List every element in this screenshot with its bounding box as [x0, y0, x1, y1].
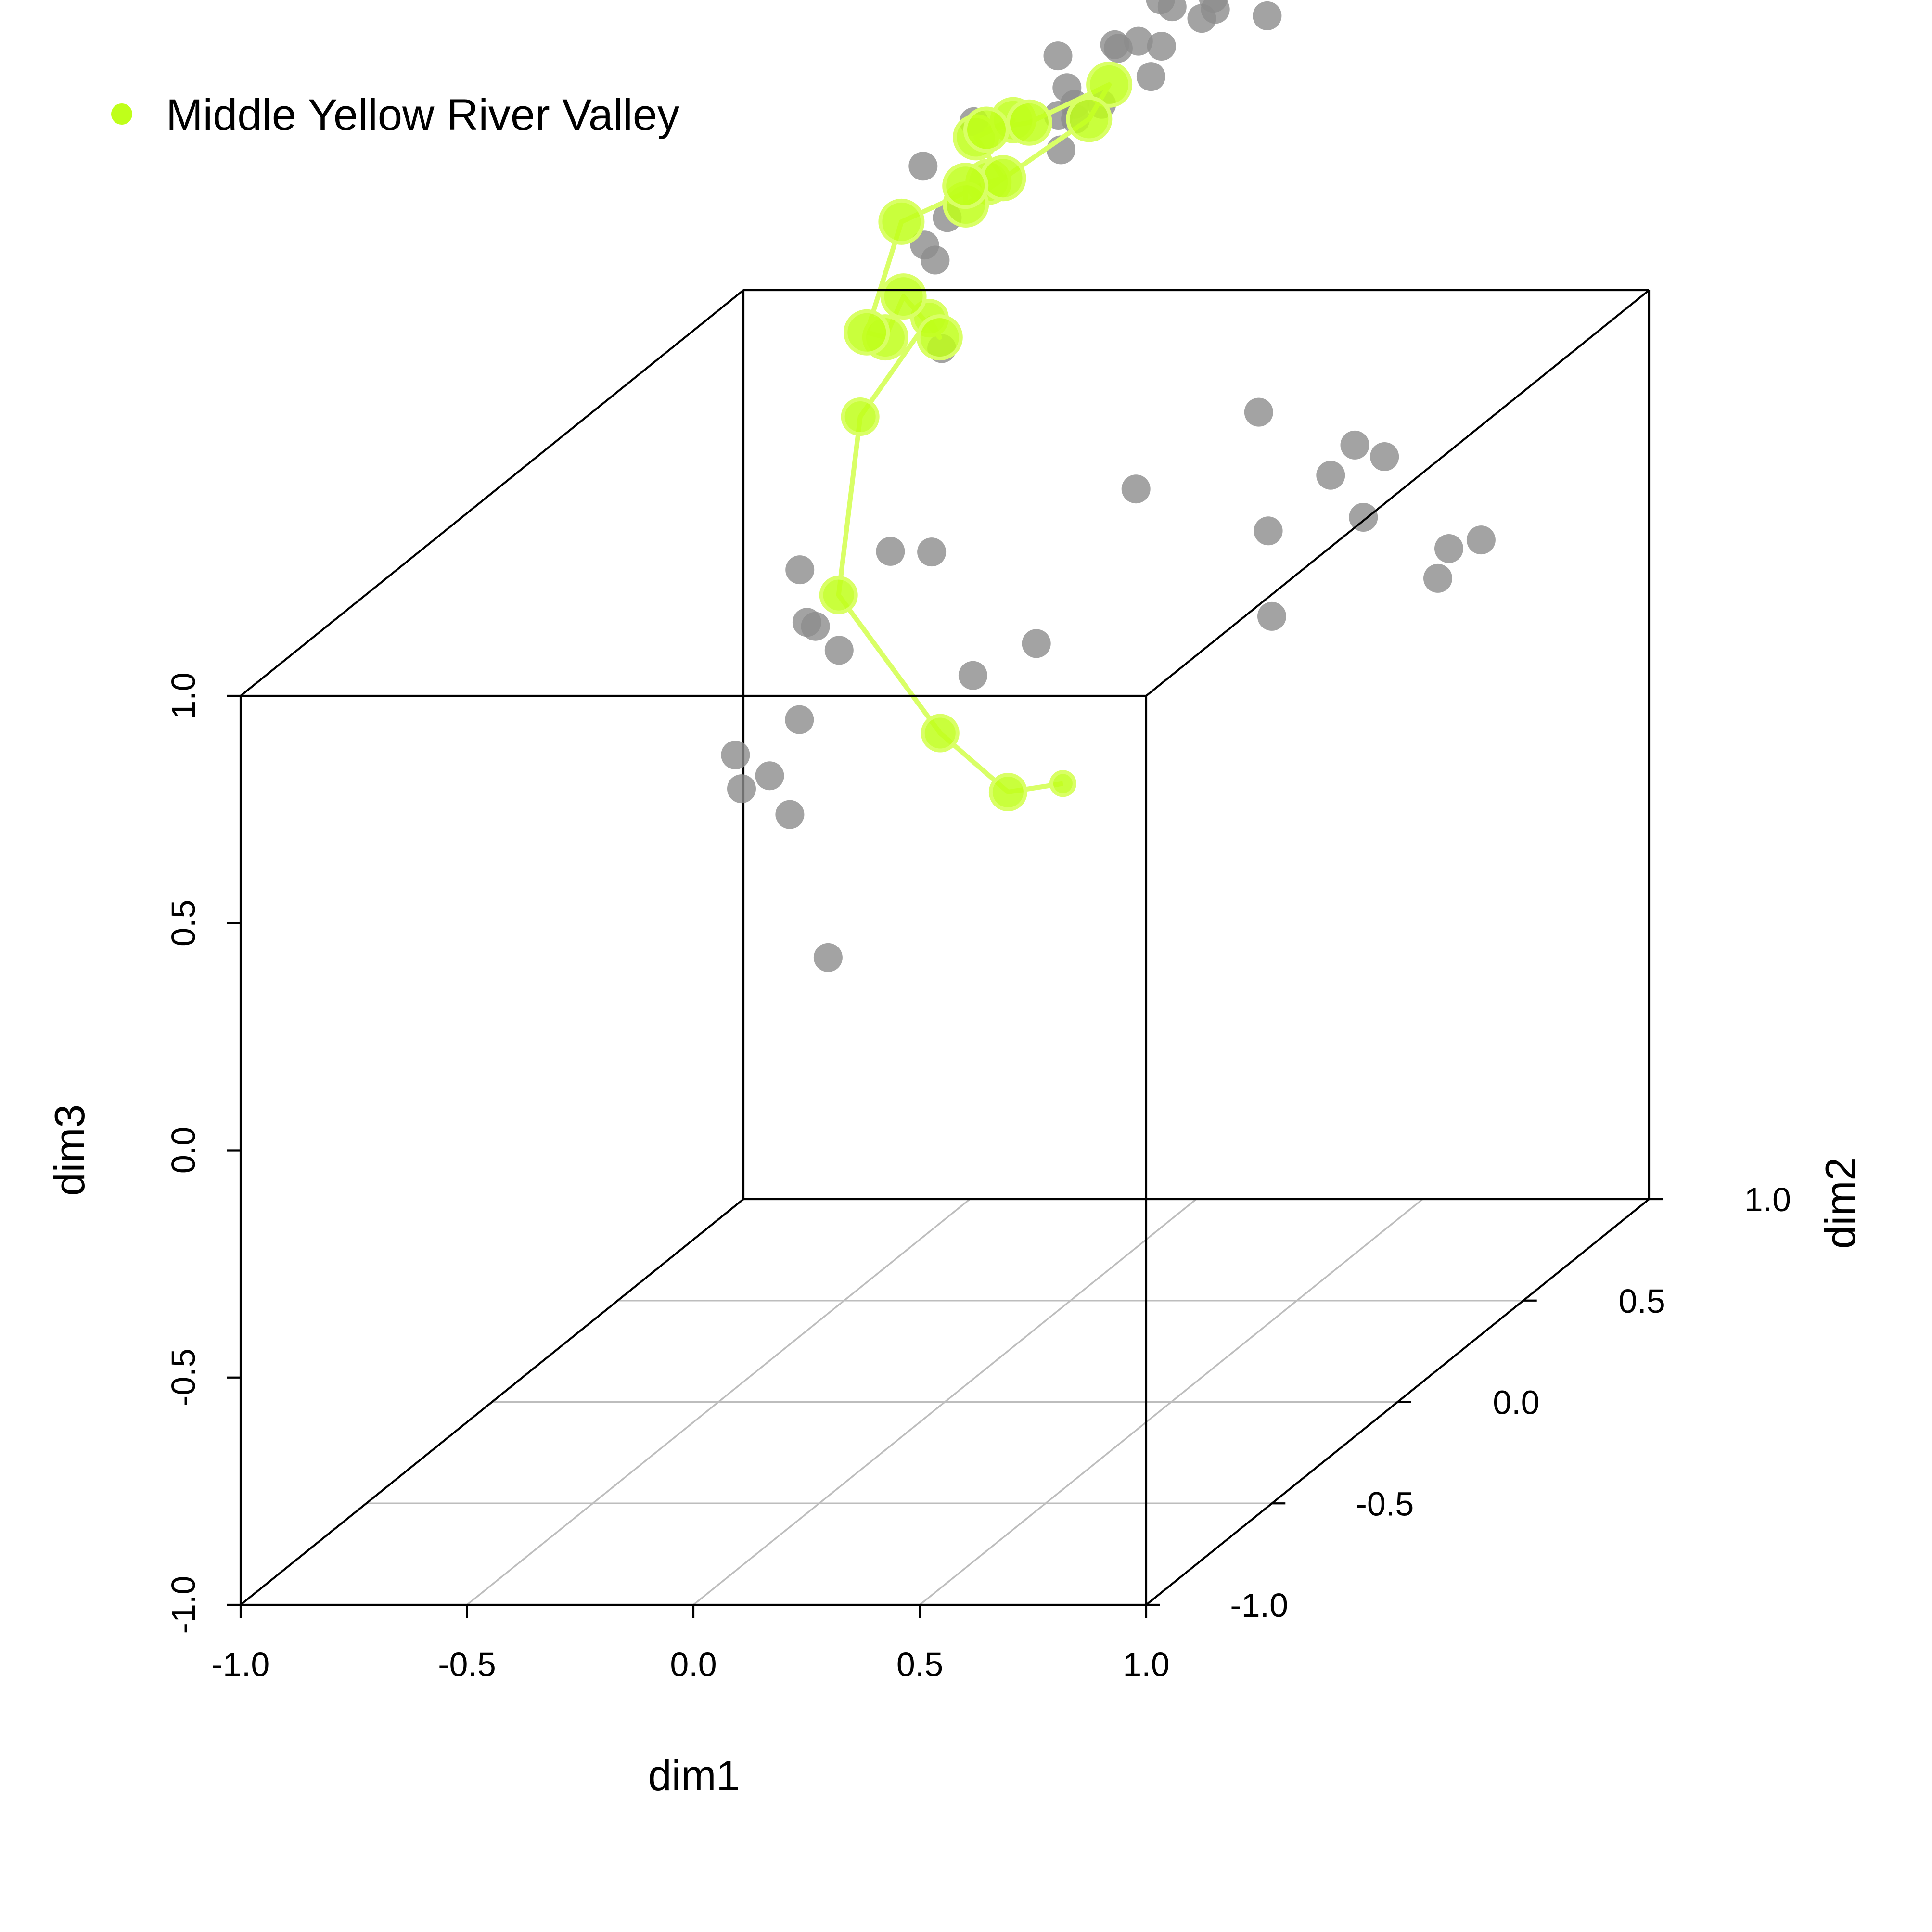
series-point [819, 576, 858, 614]
x-tick-label: -1.0 [212, 1646, 270, 1683]
legend-label: Middle Yellow River Valley [166, 90, 679, 140]
x-axis-title: dim1 [648, 1752, 740, 1799]
data-point [1254, 516, 1283, 546]
data-point [1100, 30, 1129, 59]
y-axis-title: dim2 [1817, 1157, 1864, 1249]
z-tick-label: -0.5 [165, 1348, 202, 1407]
series-point [963, 106, 1010, 153]
data-point [755, 761, 784, 791]
series-point [1066, 96, 1113, 142]
y-tick-label: 0.0 [1493, 1384, 1539, 1421]
back-axes [240, 290, 1649, 1606]
series-point [878, 198, 925, 245]
data-point [1340, 430, 1369, 460]
series-point [1006, 99, 1052, 146]
data-point [813, 943, 843, 972]
data-point [1316, 461, 1345, 490]
data-point [801, 612, 830, 641]
data-point [1423, 563, 1452, 593]
data-point [908, 152, 938, 181]
data-point [1043, 41, 1073, 71]
series-point [841, 397, 880, 436]
y-tick-label: 1.0 [1744, 1181, 1791, 1218]
z-tick-label: -1.0 [165, 1576, 202, 1634]
x-tick-label: 1.0 [1123, 1646, 1169, 1683]
data-point [1124, 26, 1153, 56]
series-point [988, 773, 1027, 811]
front-axes [239, 289, 1651, 1606]
y-tick-label: -0.5 [1356, 1485, 1414, 1523]
data-point [917, 537, 947, 567]
z-tick-label: 0.0 [165, 1127, 202, 1174]
z-tick-label: 1.0 [165, 672, 202, 719]
data-point [1147, 32, 1176, 61]
y-tick-label: 0.5 [1618, 1282, 1665, 1320]
highlight-series-layer [819, 61, 1133, 811]
data-point [1370, 442, 1399, 471]
y-tick-label: -1.0 [1230, 1587, 1288, 1624]
box-edge-back [240, 1198, 744, 1606]
data-point [1257, 601, 1286, 631]
series-point [880, 273, 927, 320]
data-point [775, 800, 805, 829]
data-point [958, 661, 987, 690]
legend: Middle Yellow River Valley [111, 90, 679, 140]
grid-line-dim1 [919, 1198, 1423, 1606]
data-point [1434, 534, 1463, 563]
data-point [1146, 0, 1175, 14]
points-layer [721, 0, 1496, 972]
x-tick-label: 0.5 [896, 1646, 943, 1683]
data-point [721, 741, 750, 769]
data-point [824, 636, 854, 665]
series-point [980, 155, 1026, 202]
z-tick-label: 0.5 [165, 900, 202, 947]
data-point [921, 245, 950, 275]
series-point [942, 163, 989, 209]
data-point [1136, 62, 1165, 91]
series-point [844, 309, 890, 356]
ticks-layer: -1.0 -0.5 0.0 0.5 1.0 -1.0 -0.5 0.0 0.5 1.0 -1.0 -0… [165, 672, 1791, 1683]
data-point [727, 774, 756, 804]
series-point [916, 314, 963, 361]
data-point [1022, 629, 1051, 658]
x-tick-label: 0.0 [670, 1646, 717, 1683]
series-point [921, 714, 960, 753]
legend-marker [111, 103, 132, 125]
x-tick-label: -0.5 [438, 1646, 496, 1683]
series-point [1086, 61, 1133, 108]
floor-grid [366, 1198, 1523, 1606]
data-point [1253, 1, 1282, 30]
z-axis-title: dim3 [46, 1104, 93, 1196]
series-point [1049, 770, 1076, 797]
data-point [876, 537, 905, 566]
data-point [1349, 503, 1378, 532]
data-point [1244, 397, 1273, 427]
data-point [1121, 474, 1151, 504]
box-edge [1145, 289, 1650, 697]
data-point [1466, 525, 1496, 555]
data-point [785, 705, 814, 734]
data-point [1199, 0, 1228, 13]
box-edge [240, 289, 744, 697]
data-point [785, 555, 815, 585]
